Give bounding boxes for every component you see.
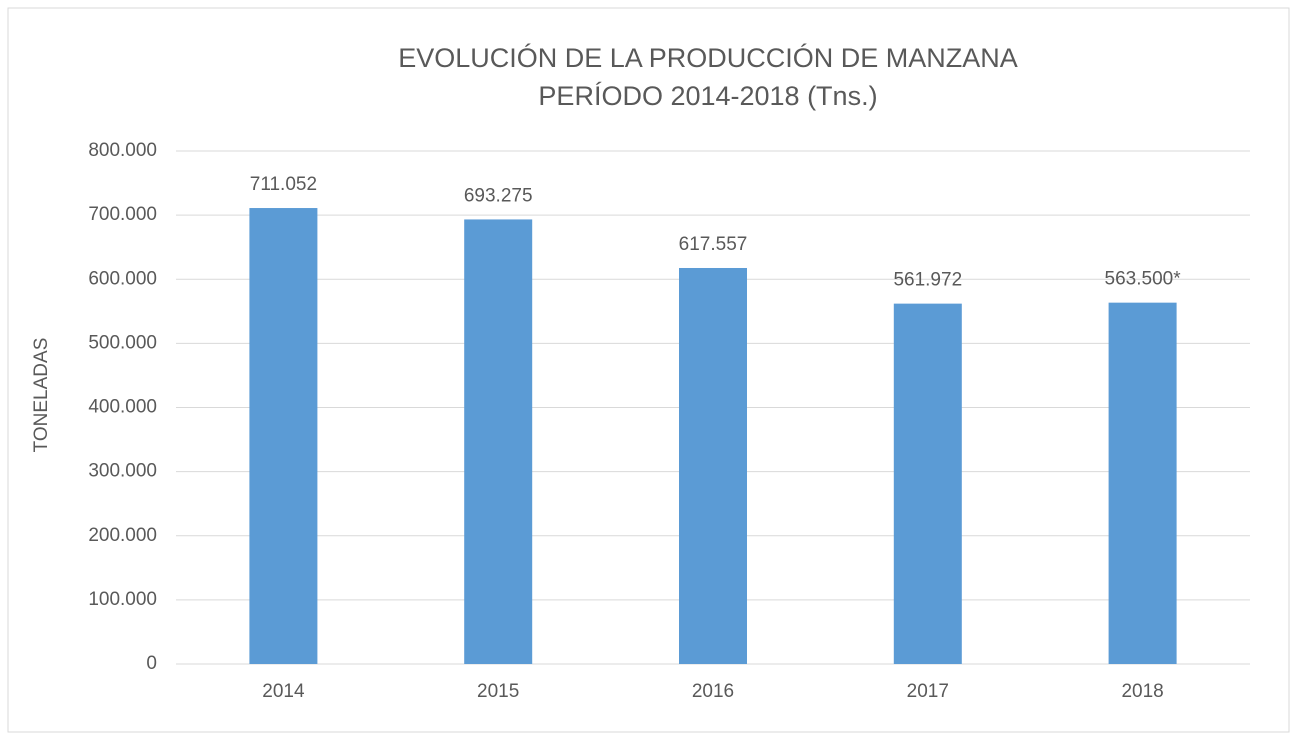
x-tick-label: 2018 <box>1121 681 1163 702</box>
chart-border <box>7 7 1290 733</box>
bar <box>464 219 533 664</box>
bar <box>893 303 962 664</box>
y-tick-label: 600.000 <box>88 268 157 289</box>
data-label: 711.052 <box>250 174 317 195</box>
x-tick-label: 2015 <box>477 681 519 702</box>
y-tick-label: 500.000 <box>88 332 157 353</box>
y-tick-label: 0 <box>146 653 157 674</box>
y-tick-label: 200.000 <box>88 525 157 546</box>
data-label: 693.275 <box>464 185 533 206</box>
data-label: 563.500* <box>1105 269 1182 290</box>
data-label: 617.557 <box>679 234 748 255</box>
y-tick-label: 400.000 <box>88 397 157 418</box>
y-tick-label: 700.000 <box>88 204 157 225</box>
bar <box>249 208 318 664</box>
chart-subtitle: PERÍODO 2014-2018 (Tns.) <box>538 81 877 111</box>
x-tick-label: 2014 <box>262 681 305 702</box>
y-tick-label: 100.000 <box>88 589 157 610</box>
data-label: 561.972 <box>893 270 962 291</box>
x-tick-label: 2017 <box>907 681 949 702</box>
chart-title: EVOLUCIÓN DE LA PRODUCCIÓN DE MANZANA <box>398 42 1018 73</box>
y-tick-label: 800.000 <box>88 140 157 161</box>
bar <box>679 267 747 664</box>
bar <box>1108 302 1177 664</box>
y-tick-label: 300.000 <box>88 461 157 482</box>
x-tick-label: 2016 <box>692 681 734 702</box>
y-axis-label: TONELADAS <box>31 338 52 453</box>
